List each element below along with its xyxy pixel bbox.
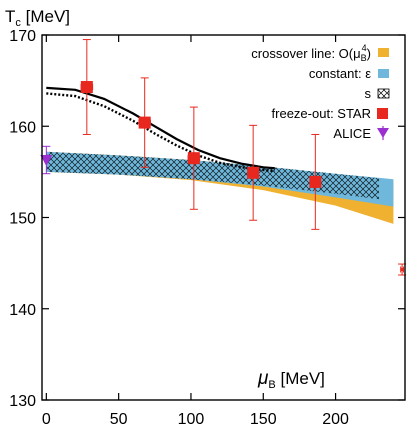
legend-swatch-crossover xyxy=(378,48,389,57)
point-freezeoutstar xyxy=(309,175,322,188)
legend-label-constant-e: constant: ε xyxy=(309,66,371,81)
hatched-band-2 xyxy=(46,151,380,200)
series-line-dotted xyxy=(46,92,275,173)
x-axis-title-unit: [MeV] xyxy=(276,369,325,388)
legend-label-crossover: crossover line: O(μB4) xyxy=(251,43,371,63)
x-tick-label: 100 xyxy=(178,411,205,428)
plot-frame xyxy=(41,34,406,401)
x-tick-label: 150 xyxy=(250,411,277,428)
point-edgepoint xyxy=(400,268,404,272)
y-tick-label: 130 xyxy=(9,393,36,410)
y-axis-title: Tc [MeV] xyxy=(5,7,70,29)
y-axis-title-main: T xyxy=(5,7,15,26)
lines-layer xyxy=(46,86,275,173)
point-alice xyxy=(40,155,53,167)
legend-label-crossover-sup: 4 xyxy=(362,43,367,53)
x-axis-title-main: μ xyxy=(257,368,269,389)
point-freezeoutstar xyxy=(80,81,93,94)
tick-labels-layer: 0 50 100 150 200 130 140 150 160 170 xyxy=(9,28,349,428)
legend-label-s: s xyxy=(365,86,372,101)
y-tick-label: 160 xyxy=(9,119,36,136)
y-axis-title-sub: c xyxy=(15,17,21,29)
point-freezeoutstar xyxy=(247,166,260,179)
x-axis-title-sub: B xyxy=(268,379,275,391)
y-tick-label: 140 xyxy=(9,302,36,319)
y-tick-label: 170 xyxy=(9,28,36,45)
y-axis-title-unit: [MeV] xyxy=(21,7,70,26)
points-layer xyxy=(40,39,407,276)
legend-marker-star xyxy=(377,108,388,119)
legend-label-crossover-end: ) xyxy=(367,46,371,61)
legend-label-star: freeze-out: STAR xyxy=(272,106,371,121)
legend-label-alice: ALICE xyxy=(333,126,371,141)
x-tick-label: 50 xyxy=(110,411,128,428)
y-tick-label: 150 xyxy=(9,211,36,228)
ticks-layer xyxy=(42,34,405,401)
x-tick-label: 0 xyxy=(42,411,51,428)
legend-label-crossover-sub: B xyxy=(361,53,367,63)
legend-label-crossover-main: crossover line: O(μ xyxy=(251,46,360,61)
series-line-solid xyxy=(46,86,275,170)
legend-swatch-constant-e xyxy=(378,69,389,78)
x-axis-title: μB [MeV] xyxy=(257,368,325,391)
legend: crossover line: O(μB4) constant: ε s fre… xyxy=(251,43,390,141)
x-tick-label: 200 xyxy=(322,411,349,428)
legend-swatch-s xyxy=(377,88,390,99)
point-freezeoutstar xyxy=(187,152,200,165)
bands-layer xyxy=(46,151,394,224)
point-freezeoutstar xyxy=(138,116,151,129)
